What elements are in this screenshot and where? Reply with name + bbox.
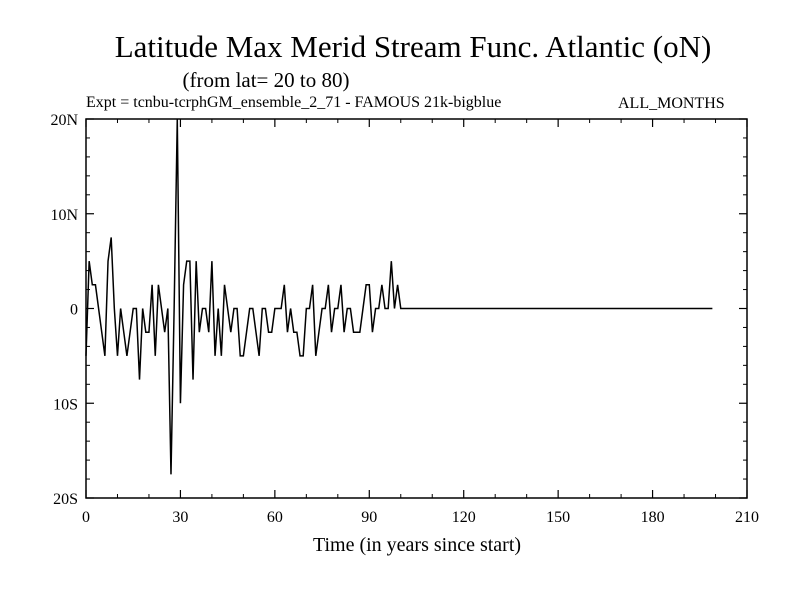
x-tick-label: 210 <box>735 509 759 526</box>
x-tick-label: 180 <box>641 509 665 526</box>
chart-subtitle: (from lat= 20 to 80) <box>183 68 350 92</box>
x-axis-label: Time (in years since start) <box>313 534 521 556</box>
y-tick-label: 0 <box>70 302 78 319</box>
x-tick-label: 0 <box>82 509 90 526</box>
experiment-label: Expt = tcnbu-tcrphGM_ensemble_2_71 - FAM… <box>86 94 501 111</box>
x-tick-label: 60 <box>267 509 283 526</box>
y-tick-label: 10N <box>50 207 78 224</box>
y-tick-label: 20N <box>50 112 78 129</box>
months-label: ALL_MONTHS <box>618 95 725 112</box>
axis-tick-labels: 0 30 60 90 120 150 180 210 20S 10S 0 10N 20N <box>50 112 759 526</box>
chart-title: Latitude Max Merid Stream Func. Atlantic… <box>115 29 712 64</box>
x-tick-label: 150 <box>546 509 570 526</box>
x-tick-label: 90 <box>361 509 377 526</box>
x-tick-label: 30 <box>172 509 188 526</box>
y-tick-label: 20S <box>53 491 78 508</box>
y-tick-label: 10S <box>53 396 78 413</box>
series-line <box>85 118 713 475</box>
x-tick-label: 120 <box>452 509 476 526</box>
axis-ticks <box>85 118 748 499</box>
